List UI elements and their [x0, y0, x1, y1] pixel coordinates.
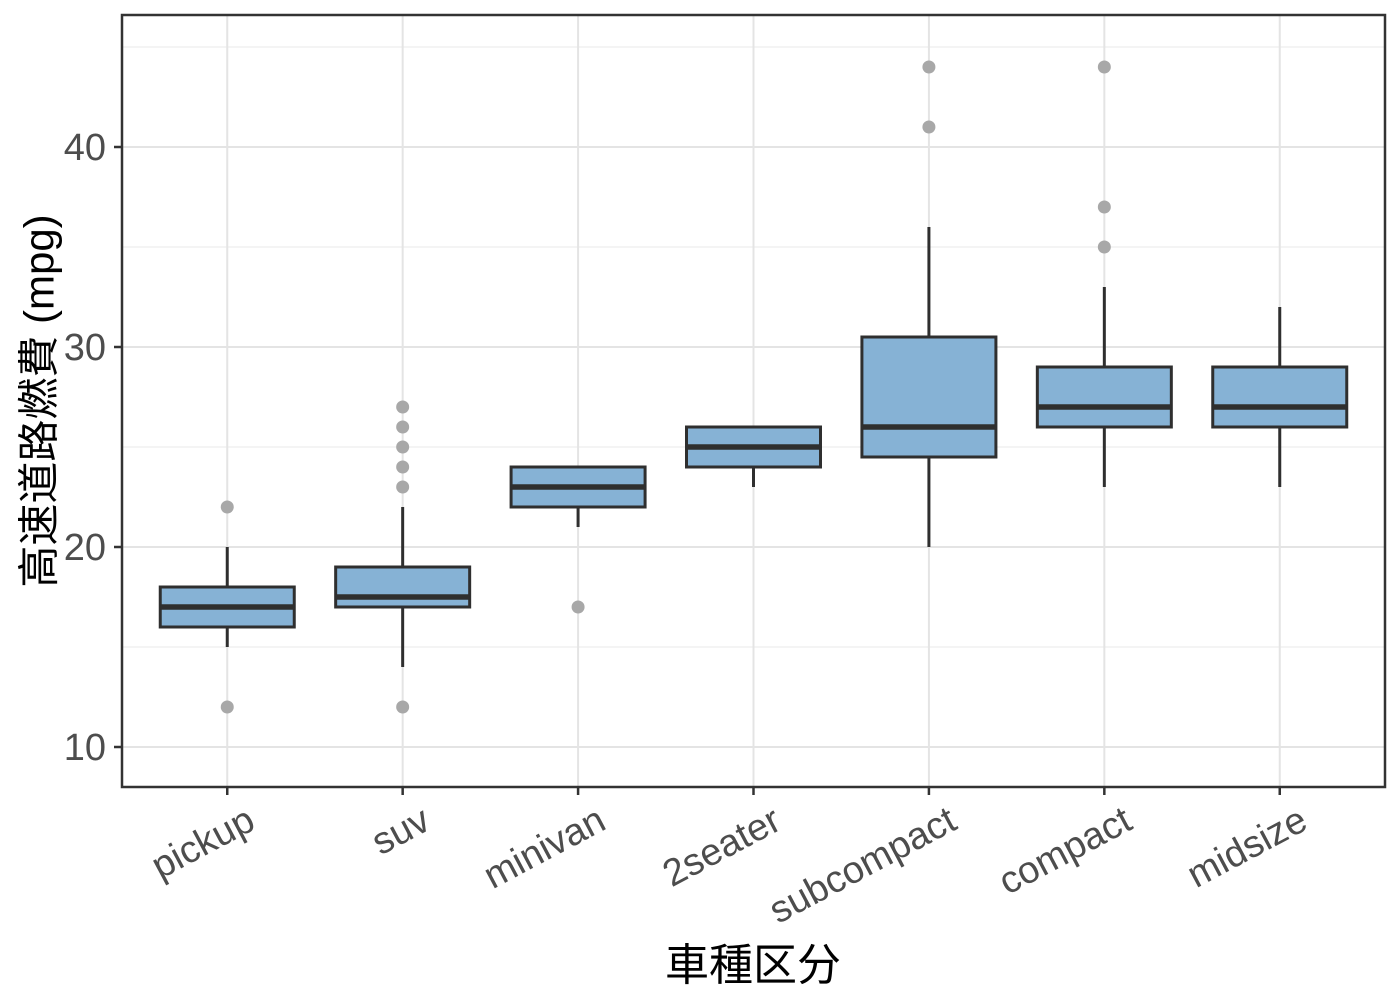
y-tick-label: 40 [64, 127, 106, 169]
outlier-point-suv [396, 440, 410, 454]
outlier-point-suv [396, 420, 410, 434]
outlier-point-subcompact [922, 120, 936, 134]
x-tick-label-compact: compact [992, 799, 1139, 904]
x-tick-label-suv: suv [365, 799, 437, 864]
box-compact [1035, 365, 1173, 429]
outlier-point-suv [396, 480, 410, 494]
outlier-point-pickup [220, 700, 234, 714]
box-suv [334, 565, 472, 609]
outlier-point-suv [396, 460, 410, 474]
x-tick-label-minivan: minivan [477, 799, 612, 898]
outlier-point-compact [1097, 240, 1111, 254]
box-subcompact [860, 335, 998, 459]
outlier-point-suv [396, 400, 410, 414]
outlier-point-subcompact [922, 60, 936, 74]
x-tick-label-2seater: 2seater [656, 799, 788, 896]
box-midsize [1211, 365, 1349, 429]
y-tick-label: 30 [64, 327, 106, 369]
y-axis-title: 高速道路燃費 (mpg) [15, 214, 63, 588]
x-tick-label-subcompact: subcompact [763, 799, 964, 932]
x-tick-label-midsize: midsize [1181, 799, 1314, 897]
y-tick-label: 10 [64, 727, 106, 769]
outlier-point-compact [1097, 60, 1111, 74]
outlier-point-suv [396, 700, 410, 714]
x-axis-title: 車種区分 [665, 941, 841, 990]
x-tick-label-pickup: pickup [145, 799, 262, 888]
outlier-point-compact [1097, 200, 1111, 214]
outlier-point-minivan [571, 600, 585, 614]
outlier-point-pickup [220, 500, 234, 514]
y-tick-label: 20 [64, 527, 106, 569]
